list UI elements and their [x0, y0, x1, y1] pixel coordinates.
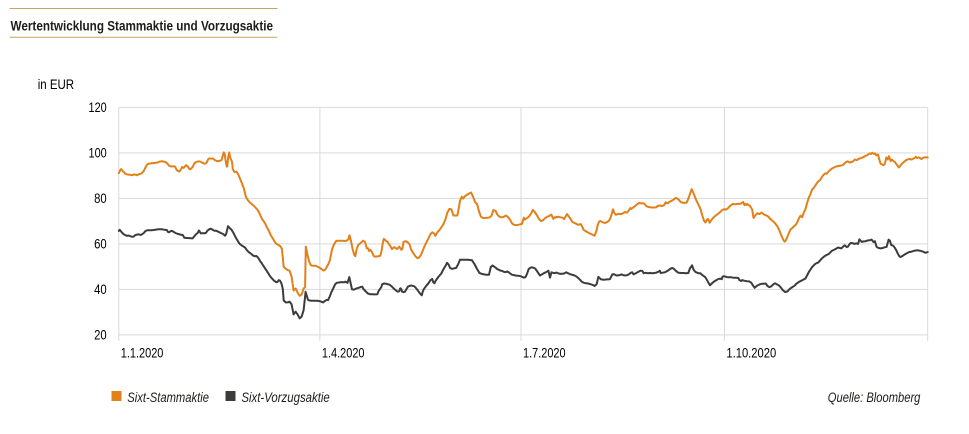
svg-text:60: 60 — [94, 237, 107, 252]
svg-text:20: 20 — [94, 328, 107, 343]
svg-text:1.4.2020: 1.4.2020 — [322, 346, 365, 361]
svg-text:Wertentwicklung Stammaktie und: Wertentwicklung Stammaktie und Vorzugsak… — [11, 19, 274, 34]
svg-text:40: 40 — [94, 282, 107, 297]
svg-text:Sixt-Vorzugsaktie: Sixt-Vorzugsaktie — [241, 390, 329, 405]
svg-text:120: 120 — [89, 100, 108, 115]
svg-text:Sixt-Stammaktie: Sixt-Stammaktie — [127, 390, 209, 405]
svg-text:Quelle: Bloomberg: Quelle: Bloomberg — [828, 390, 921, 405]
svg-text:80: 80 — [94, 191, 107, 206]
svg-text:1.10.2020: 1.10.2020 — [726, 346, 776, 361]
svg-text:100: 100 — [89, 146, 108, 161]
svg-text:1.1.2020: 1.1.2020 — [121, 346, 164, 361]
svg-text:in EUR: in EUR — [38, 77, 74, 92]
svg-text:1.7.2020: 1.7.2020 — [523, 346, 566, 361]
